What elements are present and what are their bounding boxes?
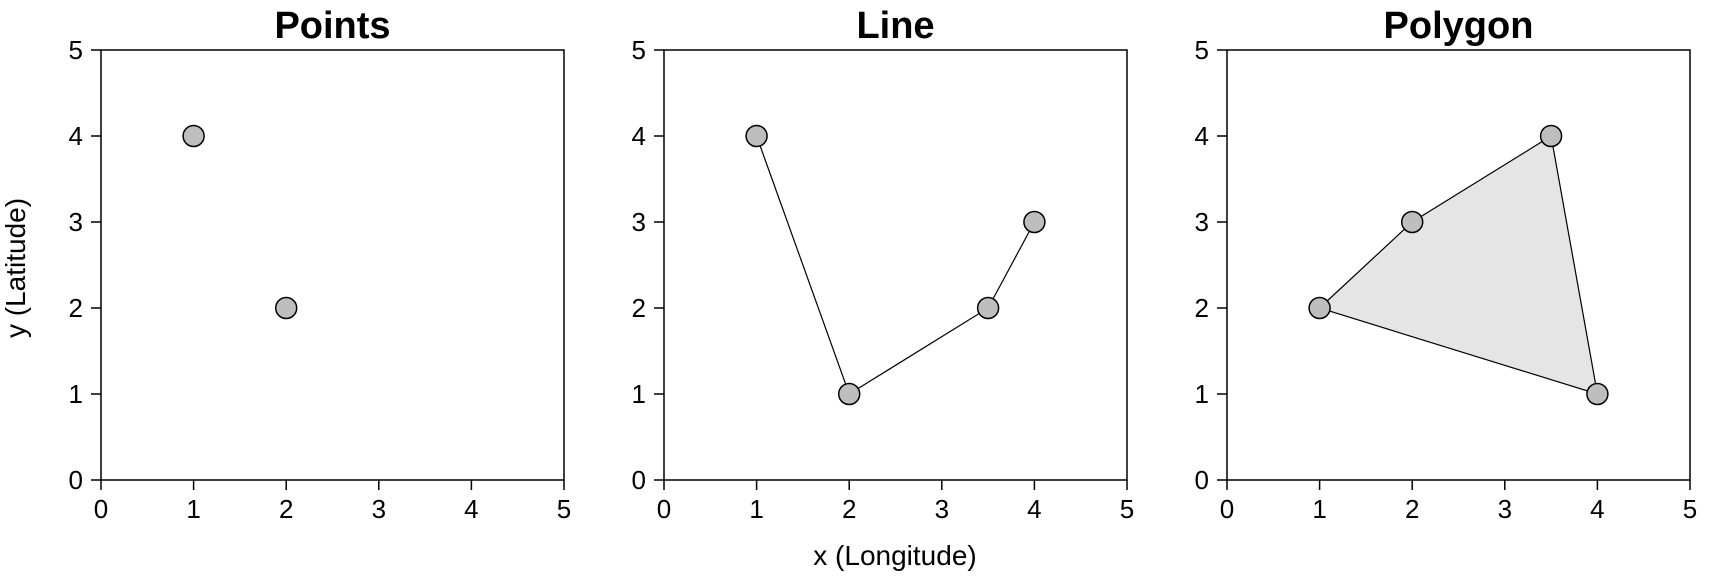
y-tick-label: 0 — [632, 465, 646, 495]
y-tick-label: 2 — [1195, 293, 1209, 323]
data-point — [1539, 124, 1563, 148]
x-tick-label: 4 — [1027, 494, 1041, 524]
y-tick-label: 1 — [632, 379, 646, 409]
x-tick-label: 4 — [464, 494, 478, 524]
panel-title: Line — [856, 5, 934, 47]
y-axis-label: y (Latitude) — [0, 198, 31, 338]
x-tick-label: 5 — [1120, 494, 1134, 524]
x-axis-label: x (Longitude) — [813, 540, 976, 571]
data-point — [182, 124, 205, 148]
plot-frame — [100, 49, 565, 481]
y-tick-label: 5 — [1195, 35, 1209, 65]
x-tick-label: 0 — [657, 494, 671, 524]
x-tick-label: 2 — [1405, 494, 1419, 524]
data-point — [837, 382, 861, 406]
data-point — [274, 296, 298, 320]
y-tick-label: 5 — [632, 35, 646, 65]
data-point — [1586, 382, 1609, 406]
y-tick-label: 2 — [69, 293, 83, 323]
line-path — [756, 135, 1035, 395]
x-tick-label: 3 — [1498, 494, 1512, 524]
data-point — [1023, 210, 1046, 234]
y-tick-label: 4 — [69, 121, 83, 151]
x-tick-label: 3 — [935, 494, 949, 524]
x-tick-label: 1 — [186, 494, 200, 524]
y-tick-label: 3 — [69, 207, 83, 237]
x-tick-label: 0 — [94, 494, 108, 524]
data-point — [745, 124, 768, 148]
panel-line: Line 0 1 2 3 4 5 0 1 2 3 4 5 — [632, 5, 1135, 524]
data-point — [1400, 210, 1424, 234]
panel-title: Points — [274, 5, 390, 47]
panel-title: Polygon — [1384, 5, 1534, 47]
data-point — [1308, 296, 1331, 320]
y-tick-label: 0 — [69, 465, 83, 495]
panel-scatter: Points 0 1 2 3 4 5 0 1 2 3 4 5 — [69, 5, 572, 524]
plot-frame — [1226, 49, 1691, 481]
x-tick-label: 5 — [1683, 494, 1697, 524]
y-tick-label: 2 — [632, 293, 646, 323]
y-tick-label: 5 — [69, 35, 83, 65]
x-tick-label: 2 — [842, 494, 856, 524]
y-tick-label: 4 — [1195, 121, 1209, 151]
y-tick-label: 3 — [632, 207, 646, 237]
panel-polygon: Polygon 0 1 2 3 4 5 0 1 2 3 4 5 — [1195, 5, 1698, 524]
x-tick-label: 0 — [1220, 494, 1234, 524]
x-tick-label: 5 — [557, 494, 571, 524]
x-tick-label: 4 — [1590, 494, 1604, 524]
y-tick-label: 4 — [632, 121, 646, 151]
plot-frame — [663, 49, 1128, 481]
x-tick-label: 3 — [372, 494, 386, 524]
x-tick-label: 1 — [749, 494, 763, 524]
y-tick-label: 3 — [1195, 207, 1209, 237]
y-tick-label: 1 — [69, 379, 83, 409]
y-tick-label: 0 — [1195, 465, 1209, 495]
data-point — [976, 296, 1000, 320]
x-tick-label: 1 — [1312, 494, 1326, 524]
y-tick-label: 1 — [1195, 379, 1209, 409]
polygon-shape — [1318, 135, 1599, 395]
x-tick-label: 2 — [279, 494, 293, 524]
